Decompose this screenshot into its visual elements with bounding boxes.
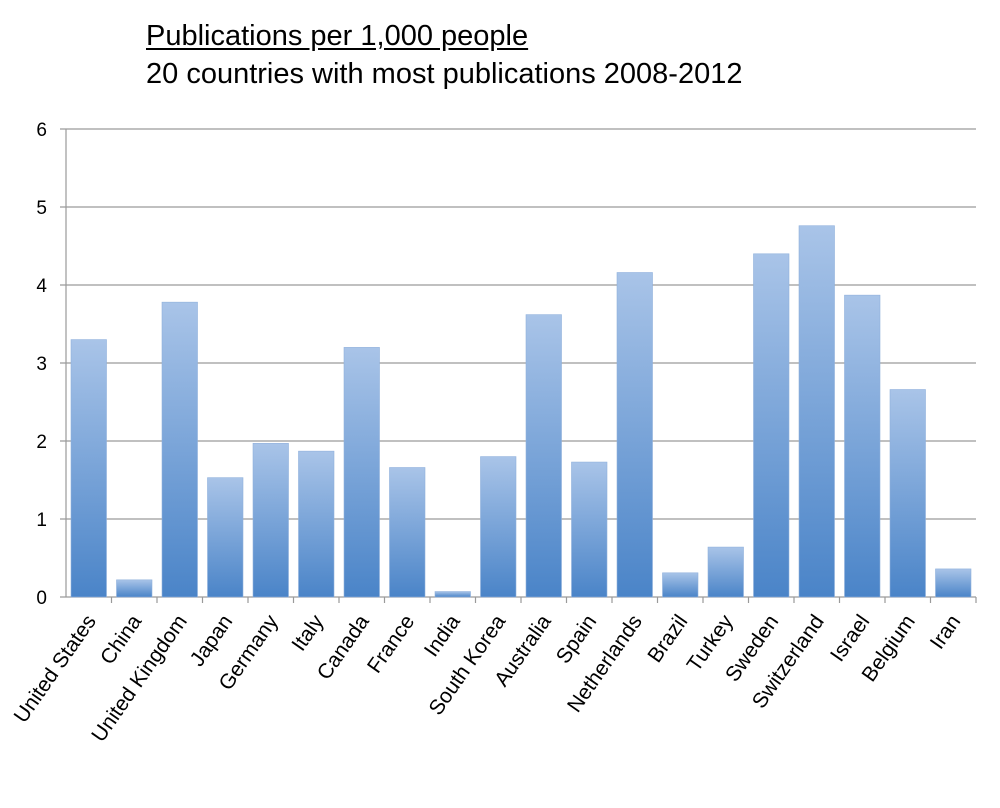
y-tick-label: 1 bbox=[36, 510, 47, 531]
bar bbox=[434, 591, 471, 598]
bar bbox=[616, 272, 653, 598]
x-category-label: Italy bbox=[287, 610, 328, 655]
chart-title: Publications per 1,000 people bbox=[146, 20, 529, 52]
bar bbox=[298, 450, 335, 598]
bar bbox=[935, 568, 972, 598]
bar bbox=[480, 456, 517, 598]
y-axis: 0 1 2 3 4 5 6 bbox=[36, 120, 67, 609]
y-tick-label: 6 bbox=[36, 120, 47, 141]
bar bbox=[707, 546, 744, 598]
x-category-label: India bbox=[420, 610, 465, 661]
bar bbox=[207, 477, 244, 598]
x-category-label: France bbox=[363, 611, 419, 678]
x-category-label: United States bbox=[10, 611, 101, 727]
x-category-label: Iran bbox=[926, 611, 966, 654]
bar bbox=[753, 253, 790, 598]
bar bbox=[571, 461, 608, 598]
bars bbox=[70, 225, 972, 598]
bar bbox=[389, 467, 426, 598]
y-tick-label: 5 bbox=[36, 198, 47, 219]
y-tick-label: 2 bbox=[36, 432, 47, 453]
bar bbox=[844, 294, 881, 598]
bar bbox=[116, 579, 153, 598]
bar bbox=[525, 314, 562, 598]
chart-title-block: Publications per 1,000 people 20 countri… bbox=[146, 18, 742, 92]
y-tick-label: 0 bbox=[36, 588, 47, 609]
bar bbox=[889, 389, 926, 598]
y-tick-label: 3 bbox=[36, 354, 47, 375]
bar bbox=[343, 347, 380, 598]
bar bbox=[662, 572, 699, 598]
bar bbox=[798, 225, 835, 598]
bar bbox=[161, 301, 198, 598]
bar bbox=[70, 339, 107, 598]
bar bbox=[252, 443, 289, 598]
chart-subtitle: 20 countries with most publications 2008… bbox=[146, 58, 743, 90]
y-tick-label: 4 bbox=[36, 276, 47, 297]
